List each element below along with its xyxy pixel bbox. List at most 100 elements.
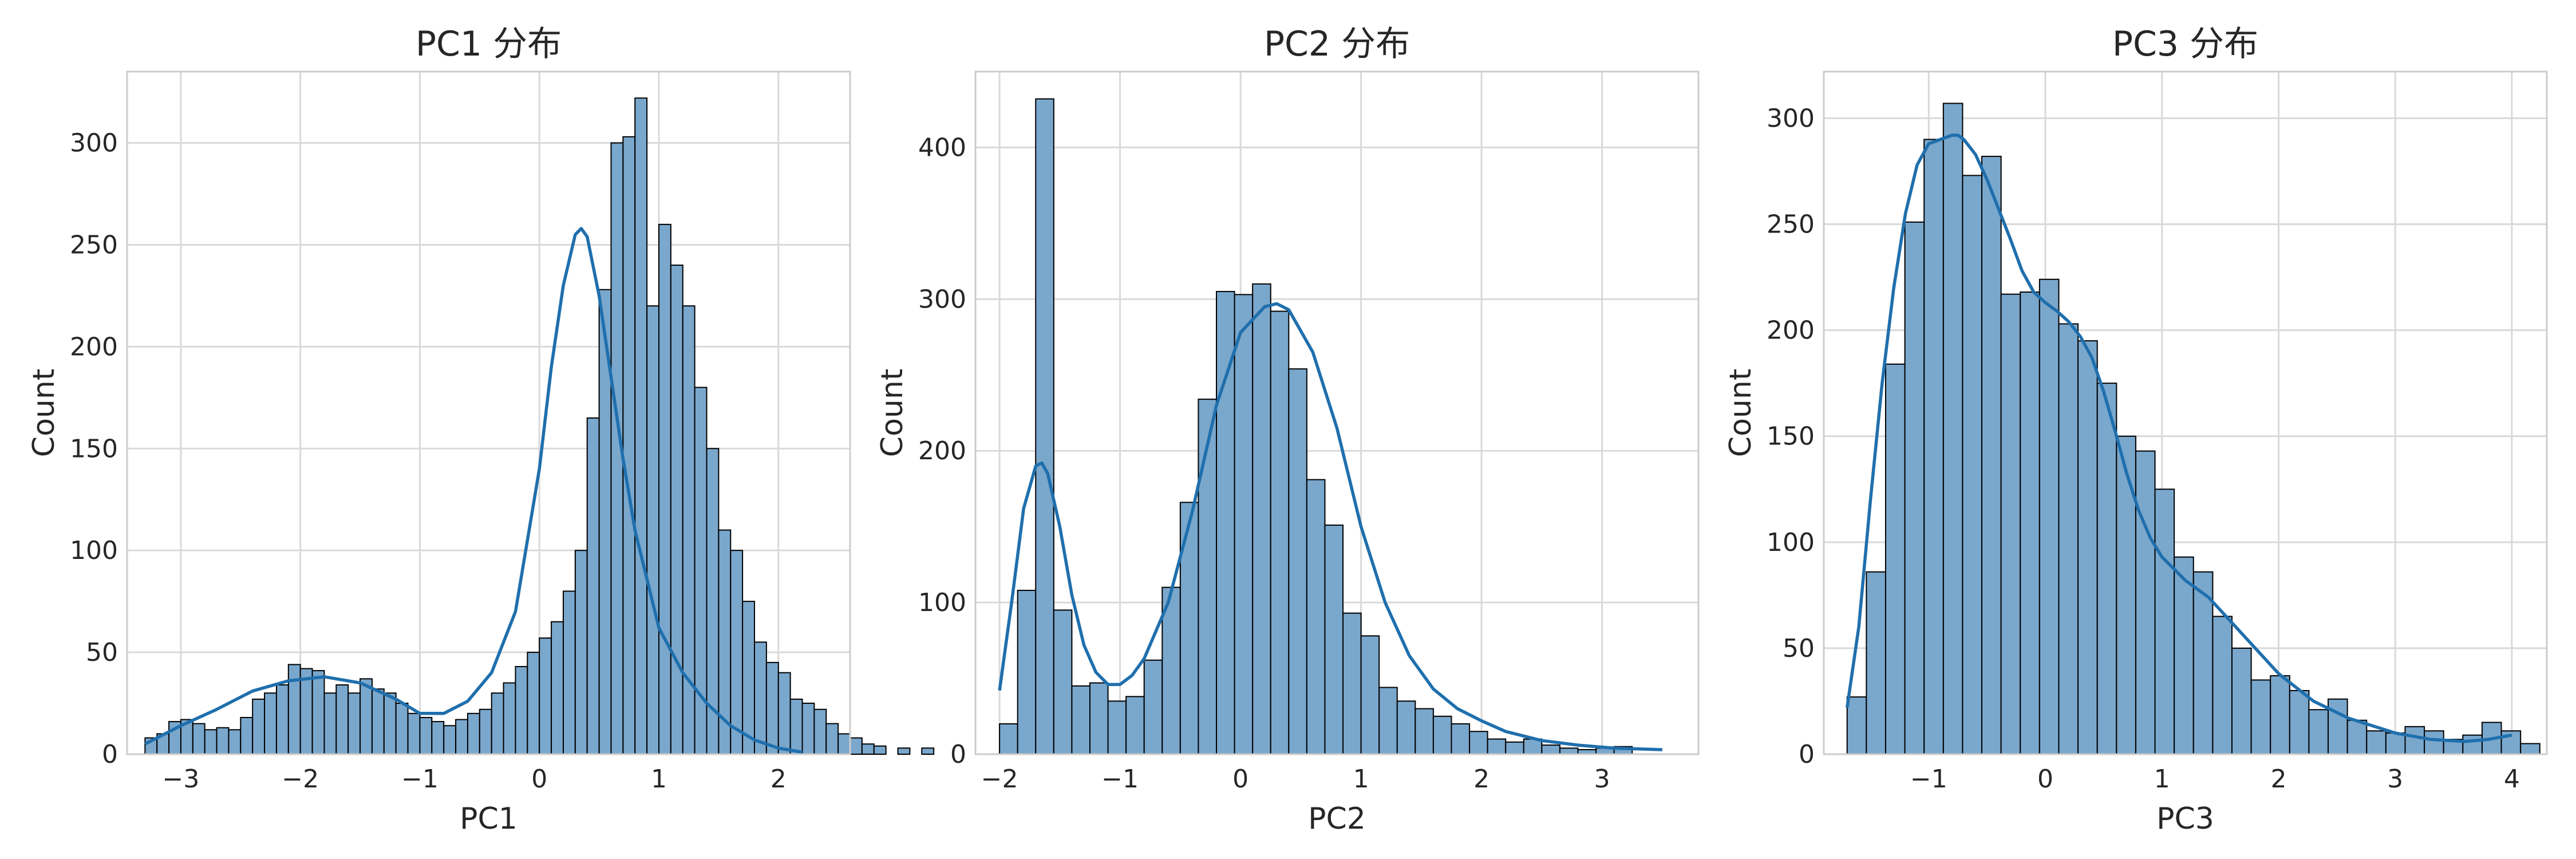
histogram-bar xyxy=(1432,715,1452,755)
y-axis-label: Count xyxy=(27,369,61,457)
histogram-bar xyxy=(1962,175,1983,755)
histogram-bar xyxy=(2462,734,2483,755)
histogram-bar xyxy=(2116,435,2136,755)
histogram-bar xyxy=(1288,368,1307,755)
histogram-bar xyxy=(1942,103,1963,755)
y-tick-label: 0 xyxy=(102,740,118,769)
histogram-bar xyxy=(837,733,851,755)
histogram-bar xyxy=(1904,221,1925,755)
histogram-bar xyxy=(574,550,588,755)
x-tick-label: 2 xyxy=(1473,765,1490,794)
plot-frame xyxy=(1823,70,2548,755)
histogram-bar xyxy=(1342,612,1362,755)
histogram-bar xyxy=(371,688,385,755)
y-tick-label: 300 xyxy=(70,129,118,158)
y-axis-label: Count xyxy=(1724,369,1758,457)
chart-title: PC1 分布 xyxy=(416,24,562,64)
histogram-bar xyxy=(789,698,803,755)
histogram-bar xyxy=(2038,278,2060,755)
x-axis-label: PC2 xyxy=(1308,802,1366,836)
y-tick-label: 150 xyxy=(1767,422,1815,451)
chart-title: PC3 分布 xyxy=(2112,24,2258,64)
histogram-bar xyxy=(1559,747,1579,755)
histogram-bar xyxy=(539,637,552,755)
histogram-bar xyxy=(1017,589,1037,755)
kde-line xyxy=(1845,133,2512,743)
histogram-bar xyxy=(467,712,480,755)
histogram-bar xyxy=(1981,156,2002,755)
x-tick-label: 1 xyxy=(1353,765,1369,794)
histogram-bar xyxy=(1143,659,1163,755)
x-tick-label: 1 xyxy=(651,765,667,794)
x-tick-label: −3 xyxy=(163,765,200,794)
histogram-bar xyxy=(2077,340,2098,755)
plot-frame xyxy=(974,70,1700,755)
y-tick-label: 100 xyxy=(1767,528,1815,557)
x-tick-label: 2 xyxy=(2270,765,2286,794)
histogram-bar xyxy=(515,665,528,755)
chart-panel-2: −2 −1 0 1 2 3 0 100 200 300 400 PC2 分布 PC2 Count xyxy=(875,24,1700,836)
histogram-bar xyxy=(730,550,744,755)
histogram-bar xyxy=(897,747,911,755)
histogram-bar xyxy=(1923,139,1944,755)
plot-frame xyxy=(126,70,851,755)
histogram-bar xyxy=(503,682,516,755)
histogram-bar xyxy=(1053,609,1073,755)
histogram-bar xyxy=(2404,726,2425,755)
histogram-bar xyxy=(753,641,767,755)
histogram-bar xyxy=(742,601,755,755)
histogram-bar xyxy=(813,708,827,755)
x-tick-label: −1 xyxy=(401,765,438,794)
histogram-bar xyxy=(347,692,361,755)
histogram-bar xyxy=(2058,323,2079,755)
histogram-bar xyxy=(551,621,564,755)
histogram-bar xyxy=(2096,383,2117,755)
histogram-bar xyxy=(1035,98,1054,755)
histogram-bar xyxy=(1487,738,1507,755)
histogram-bar xyxy=(311,670,325,755)
histogram-bar xyxy=(359,678,373,755)
histogram-bar xyxy=(383,692,397,755)
x-tick-label: 3 xyxy=(2387,765,2403,794)
x-tick-label: 0 xyxy=(2037,765,2053,794)
histogram-bar xyxy=(1884,363,1906,755)
histogram-bar xyxy=(216,727,230,755)
histogram-bar xyxy=(2020,291,2040,755)
histogram-bar xyxy=(407,712,421,755)
kde-line xyxy=(144,227,803,754)
histogram-bar xyxy=(455,719,468,755)
chart-panel-3: −1 0 1 2 3 4 0 50 100 150 200 250 300 PC3 分布 PC3 Count xyxy=(1724,24,2548,836)
histogram-bar xyxy=(634,97,648,755)
histogram-bar xyxy=(2270,675,2290,755)
histogram-bar xyxy=(2424,730,2444,755)
x-tick-label: −2 xyxy=(981,765,1018,794)
y-axis-label: Count xyxy=(875,369,910,457)
histogram-bar xyxy=(2346,719,2368,755)
histogram-bar xyxy=(228,729,242,755)
histogram-bar xyxy=(2328,698,2348,755)
y-tick-label: 400 xyxy=(918,133,966,162)
histogram-bar xyxy=(431,721,445,755)
y-tick-label: 100 xyxy=(70,536,118,565)
histogram-bar xyxy=(1396,700,1416,755)
histogram-bar xyxy=(873,745,887,755)
histogram-bar xyxy=(192,723,206,755)
histogram-bar xyxy=(562,590,576,755)
histogram-bar xyxy=(1234,294,1254,755)
histogram-bar xyxy=(1469,731,1488,755)
x-tick-label: 1 xyxy=(2154,765,2170,794)
chart-title: PC2 分布 xyxy=(1264,24,1410,64)
x-tick-label: 4 xyxy=(2504,765,2520,794)
histogram-bar xyxy=(1179,502,1199,755)
histogram-bar xyxy=(2154,488,2175,755)
histogram-bar xyxy=(586,417,600,755)
histogram-bar xyxy=(1846,696,1867,755)
x-tick-label: −2 xyxy=(282,765,319,794)
histogram-bar xyxy=(395,703,409,755)
chart-panel-1: −3 −2 −1 0 1 2 0 50 100 150 200 250 300 PC1 分布 PC1 Coun… xyxy=(27,24,935,836)
histogram-bar xyxy=(527,652,540,755)
histogram-bar xyxy=(2212,616,2233,755)
histogram-bar xyxy=(2174,556,2194,755)
histogram-bar xyxy=(1270,310,1290,755)
histogram-bar xyxy=(2250,679,2271,755)
